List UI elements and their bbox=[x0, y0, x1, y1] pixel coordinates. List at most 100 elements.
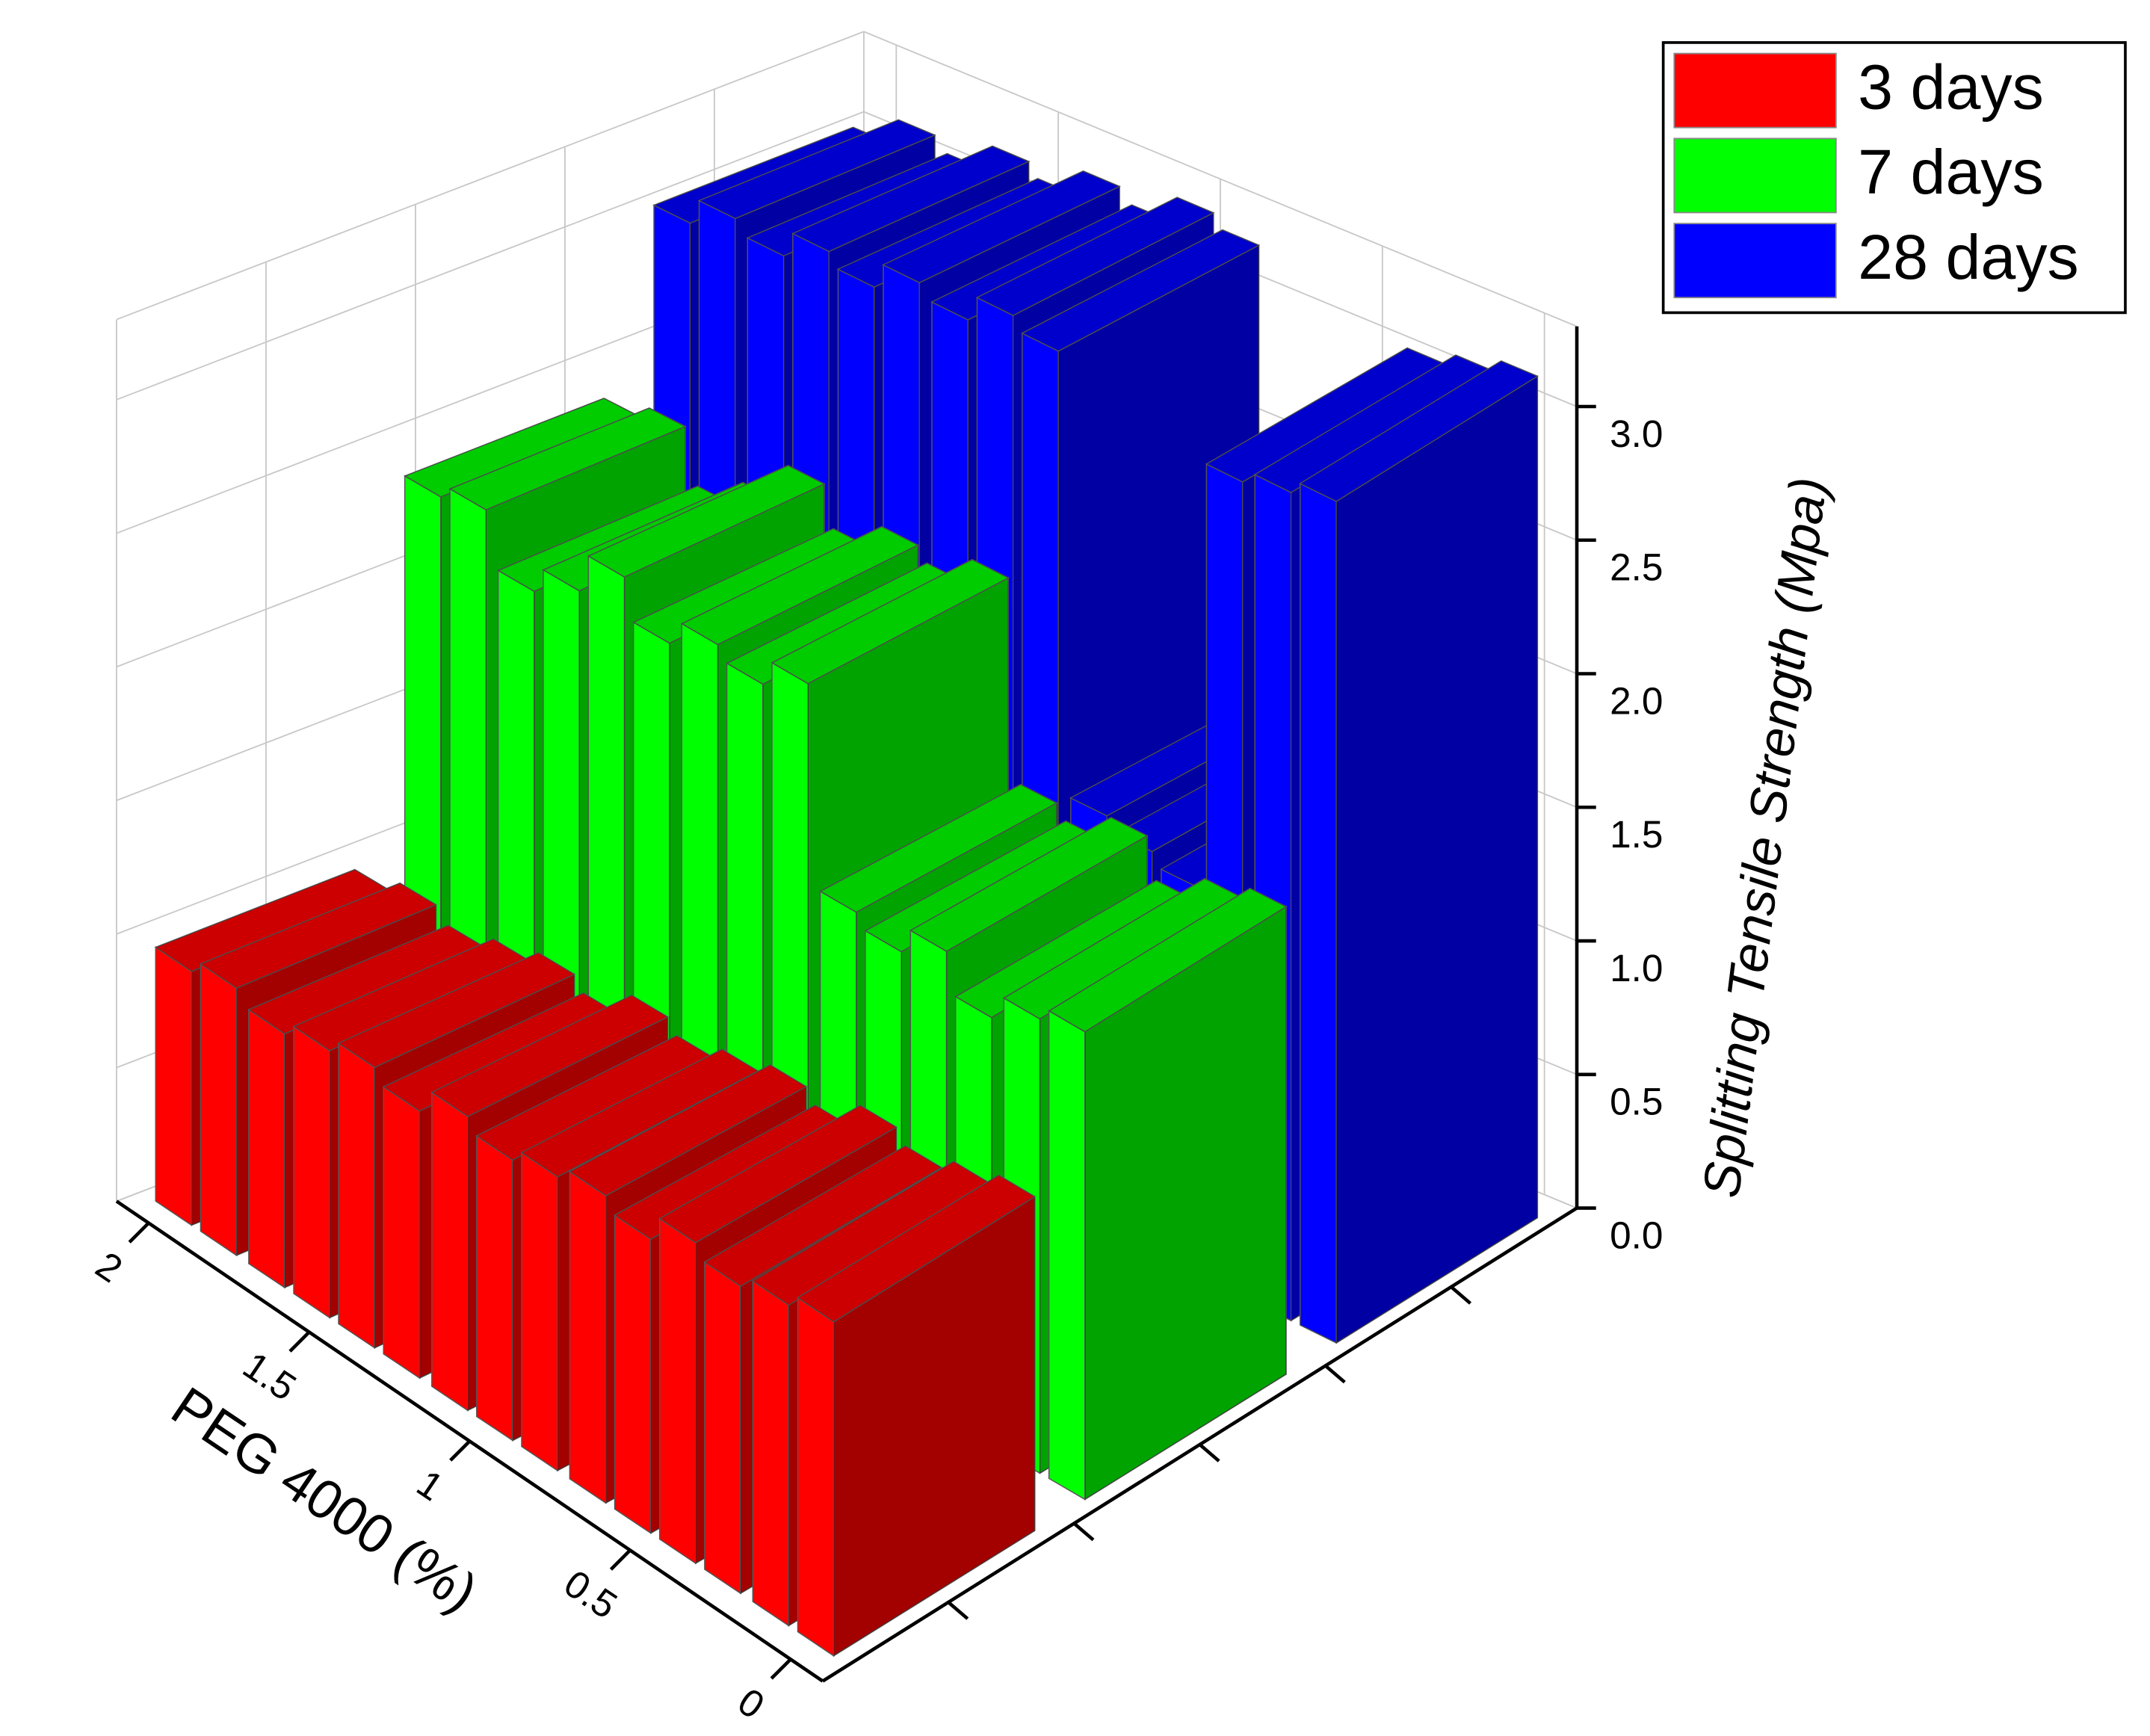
bar-top bbox=[430, 994, 670, 1117]
bar-side bbox=[752, 1279, 790, 1627]
legend-label: 7 days bbox=[1858, 137, 2044, 207]
bar-side bbox=[521, 1152, 558, 1472]
bar-top bbox=[1299, 360, 1539, 502]
bar-top-shade bbox=[659, 1105, 897, 1243]
bar-side bbox=[569, 1170, 607, 1504]
x-tick-label: 1.5 bbox=[235, 1343, 304, 1409]
bar-top-shade bbox=[1255, 355, 1492, 492]
bar-top-shade bbox=[772, 559, 1009, 684]
bar-top-shade bbox=[1300, 360, 1538, 501]
y-tick-label: 2.0 bbox=[1610, 679, 1663, 722]
wall-edge bbox=[116, 31, 865, 321]
bar-top bbox=[797, 1174, 1037, 1323]
bar-top-shade bbox=[200, 883, 436, 989]
bar-top-shade bbox=[910, 817, 1148, 952]
bar-top-shade bbox=[1004, 878, 1241, 1019]
legend-swatch bbox=[1673, 223, 1837, 299]
bars bbox=[154, 119, 1539, 1658]
y-tick-label: 0.0 bbox=[1610, 1213, 1663, 1256]
bar-top-shade bbox=[682, 526, 918, 645]
x-tick bbox=[609, 1548, 631, 1571]
bar-top bbox=[587, 464, 826, 578]
x-tick bbox=[128, 1221, 150, 1244]
legend: 3 days 7 days 28 days bbox=[1661, 41, 2127, 315]
bar-top-shade bbox=[339, 952, 575, 1068]
x-tick bbox=[770, 1658, 792, 1680]
bar-top bbox=[819, 783, 1058, 913]
legend-swatch bbox=[1673, 52, 1837, 129]
bar-top-shade bbox=[404, 398, 640, 497]
bar-top-shade bbox=[704, 1146, 942, 1287]
bar-top-shade bbox=[155, 869, 392, 972]
bar-top-shade bbox=[383, 992, 620, 1111]
bar-top-shade bbox=[1206, 347, 1444, 482]
bar-top bbox=[703, 1145, 943, 1287]
bar-top-shade bbox=[865, 821, 1102, 952]
x-tick-label: 0 bbox=[730, 1679, 772, 1727]
bar-side bbox=[704, 1261, 741, 1595]
bar-top-shade bbox=[792, 146, 1029, 252]
bar-side bbox=[293, 1025, 330, 1319]
depth-tick bbox=[947, 1601, 969, 1620]
y-tick-label: 2.5 bbox=[1610, 546, 1663, 589]
bar-side bbox=[248, 1008, 285, 1289]
legend-label: 28 days bbox=[1858, 222, 2079, 292]
bar-top-shade bbox=[521, 1049, 759, 1177]
bar-front-shade bbox=[833, 1196, 1035, 1656]
x-tick bbox=[288, 1330, 311, 1353]
bar-side bbox=[338, 1042, 376, 1350]
bar-side bbox=[614, 1214, 652, 1534]
bar-side bbox=[1300, 482, 1337, 1344]
bar-side bbox=[155, 946, 193, 1226]
x-tick-label: 0.5 bbox=[557, 1561, 625, 1627]
bar-side bbox=[200, 963, 238, 1257]
bar-top bbox=[791, 145, 1031, 253]
grid-line bbox=[116, 111, 865, 401]
y-tick-label: 1.0 bbox=[1610, 946, 1663, 989]
bar-top-shade bbox=[294, 939, 530, 1051]
bar-top-shade bbox=[588, 465, 825, 578]
x-tick-label: 2 bbox=[88, 1243, 130, 1291]
bar-side bbox=[797, 1297, 835, 1658]
bar bbox=[1048, 887, 1288, 1501]
bar bbox=[1299, 360, 1539, 1344]
bar-front-shade bbox=[1084, 906, 1287, 1500]
bar-top-shade bbox=[797, 1175, 1035, 1322]
y-tick-label: 0.5 bbox=[1610, 1080, 1663, 1123]
legend-label: 3 days bbox=[1858, 52, 2044, 122]
bar-top-shade bbox=[977, 197, 1214, 316]
bar-top-shade bbox=[1022, 229, 1259, 351]
x-axis-title: PEG 4000 (%) bbox=[161, 1375, 488, 1624]
bar-top bbox=[770, 558, 1010, 685]
bar-top bbox=[337, 952, 576, 1069]
bar-top bbox=[975, 197, 1215, 316]
bar-side bbox=[658, 1217, 696, 1565]
bar-top bbox=[882, 170, 1121, 284]
bar-top-shade bbox=[476, 1035, 713, 1161]
bar-top bbox=[568, 1064, 808, 1196]
bar-side bbox=[1048, 1010, 1086, 1501]
bar-front-shade bbox=[1336, 376, 1538, 1344]
bar-top-shade bbox=[699, 120, 935, 219]
bar-top bbox=[680, 525, 920, 646]
bar-top bbox=[448, 407, 687, 511]
bar-side bbox=[476, 1134, 513, 1442]
bar-top bbox=[520, 1048, 759, 1178]
y-tick-label: 1.5 bbox=[1610, 812, 1663, 856]
bar-top-shade bbox=[248, 925, 485, 1034]
bar-top bbox=[199, 882, 438, 989]
x-tick-label: 1 bbox=[410, 1461, 451, 1509]
depth-tick bbox=[1198, 1443, 1220, 1462]
bar-top-shade bbox=[955, 880, 1193, 1018]
x-tick bbox=[449, 1439, 472, 1462]
bar-top bbox=[697, 119, 936, 220]
bar-top-shade bbox=[1048, 888, 1287, 1032]
bar-top bbox=[658, 1105, 898, 1244]
depth-tick bbox=[1324, 1364, 1346, 1384]
bar-top bbox=[1021, 229, 1261, 352]
bar-top-shade bbox=[431, 995, 668, 1116]
bar-top-shade bbox=[633, 528, 870, 643]
legend-swatch bbox=[1673, 138, 1837, 214]
y-axis-title: Splitting Tensile Strength (Mpa) bbox=[1692, 474, 1838, 1200]
